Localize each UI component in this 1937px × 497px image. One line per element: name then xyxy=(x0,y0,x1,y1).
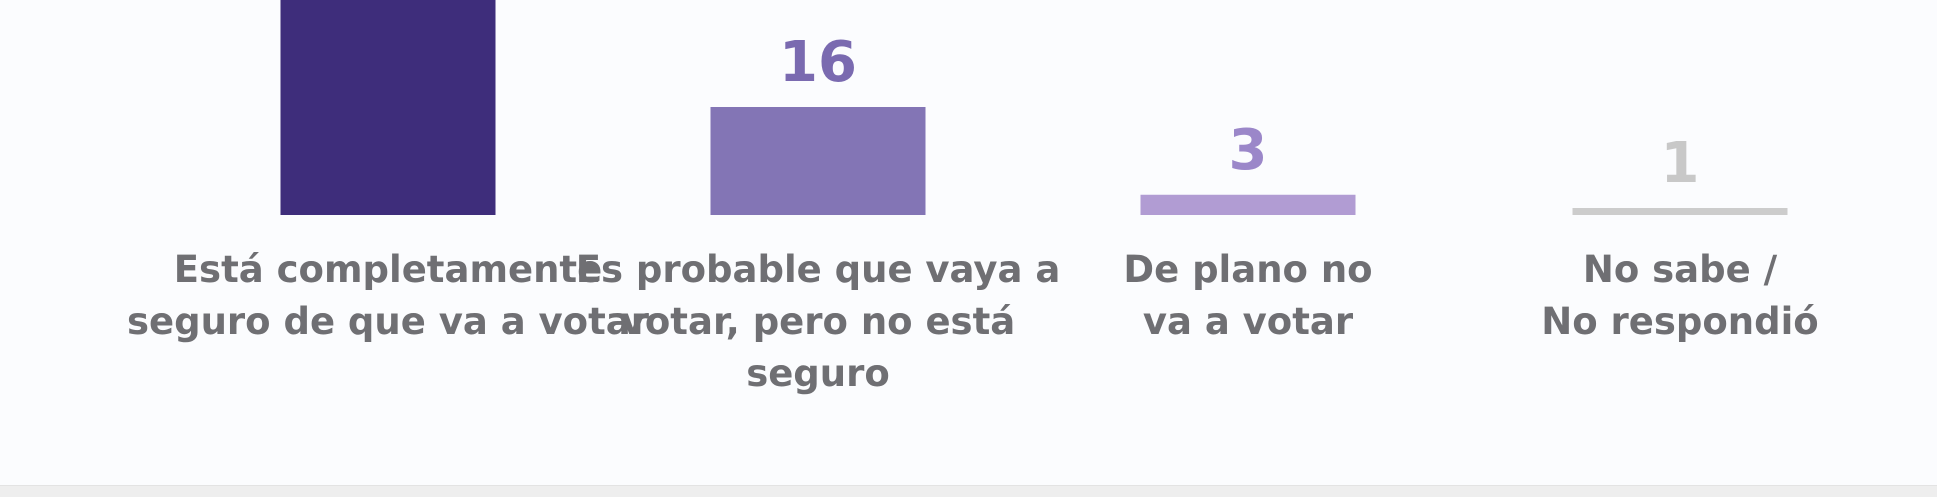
bar-1 xyxy=(280,0,496,215)
category-label-line: seguro de que va a votar xyxy=(127,300,650,343)
category-label-1: Está completamente seguro de que va a vot… xyxy=(127,248,650,343)
category-label-line: No sabe / xyxy=(1583,248,1778,291)
bar-3 xyxy=(1140,194,1356,215)
bar-value-label-3: 3 xyxy=(1229,118,1268,183)
category-label-line: Es probable que vaya a xyxy=(576,248,1061,291)
bar-value-label-4: 1 xyxy=(1661,131,1700,196)
category-label-line: No respondió xyxy=(1541,300,1818,343)
category-label-2: Es probable que vaya a votar, pero no est… xyxy=(576,248,1061,395)
bar-value-label-2: 16 xyxy=(779,30,857,95)
category-label-line: votar, pero no está xyxy=(621,300,1015,343)
category-label-3: De plano no va a votar xyxy=(1123,248,1372,343)
category-label-line: Está completamente xyxy=(174,248,602,291)
category-label-4: No sabe / No respondió xyxy=(1541,248,1818,343)
category-label-line: De plano no xyxy=(1123,248,1372,291)
bar-2 xyxy=(710,107,926,215)
bar-4 xyxy=(1572,208,1788,215)
category-label-line: va a votar xyxy=(1143,300,1354,343)
category-label-line: seguro xyxy=(746,352,890,395)
bottom-divider xyxy=(0,485,1937,497)
